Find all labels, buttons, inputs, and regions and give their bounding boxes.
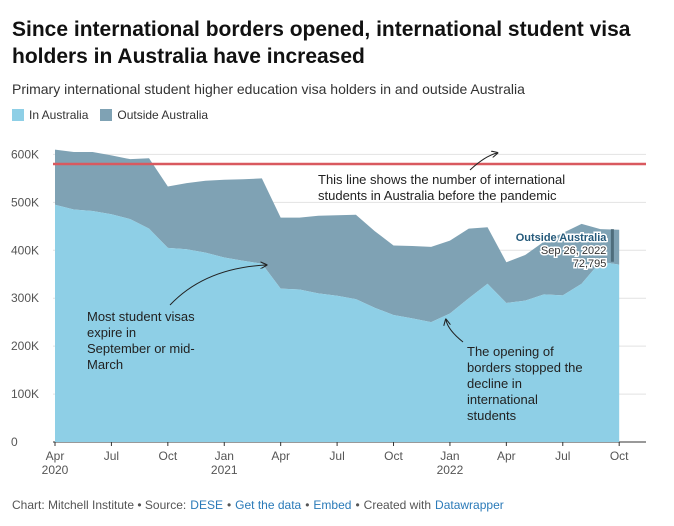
y-tick-label: 500K	[11, 195, 39, 209]
footer: Chart: Mitchell Institute • Source: DESE…	[12, 498, 504, 512]
legend-swatch-outside-australia	[100, 109, 113, 121]
x-tick-label: Apr	[497, 449, 516, 463]
annotation-text: decline in	[467, 376, 522, 391]
chart-subtitle: Primary international student higher edu…	[12, 81, 525, 97]
x-tick-label: Jul	[555, 449, 570, 463]
footer-credit: Chart: Mitchell Institute • Source:	[12, 498, 187, 512]
annotation-text: Most student visas	[87, 309, 195, 324]
x-tick-label: Jul	[104, 449, 119, 463]
annotation-text: students in Australia before the pandemi…	[318, 188, 557, 203]
x-tick-label: Jul	[329, 449, 344, 463]
legend-swatch-in-australia	[12, 109, 24, 121]
y-tick-label: 100K	[11, 387, 39, 401]
legend-item-in-australia: In Australia	[12, 108, 88, 122]
annotation-text: international	[467, 392, 538, 407]
y-tick-label: 600K	[11, 147, 39, 161]
annotation-text: September or mid-	[87, 341, 195, 356]
x-tick-year-label: 2020	[42, 463, 69, 477]
get-data-link[interactable]: Get the data	[235, 498, 302, 512]
annotation-text: This line shows the number of internatio…	[318, 172, 565, 187]
tooltip-series: Outside Australia	[516, 232, 608, 244]
tooltip-date: Sep 26, 2022	[541, 245, 606, 257]
annotation-arrow	[169, 265, 266, 306]
y-tick-label: 400K	[11, 243, 39, 257]
embed-link[interactable]: Embed	[313, 498, 352, 512]
annotation-text: expire in	[87, 325, 136, 340]
source-link[interactable]: DESE	[190, 498, 223, 512]
annotation-arrow	[446, 320, 464, 343]
y-tick-label: 0	[11, 435, 18, 449]
y-tick-label: 200K	[11, 339, 39, 353]
footer-separator: •	[305, 498, 310, 512]
footer-separator: •	[226, 498, 232, 512]
legend-item-outside-australia: Outside Australia	[100, 108, 208, 122]
annotation-text: The opening of	[467, 344, 554, 359]
x-tick-year-label: 2021	[211, 463, 238, 477]
annotation-text: students	[467, 408, 517, 423]
footer-separator: •	[355, 498, 360, 512]
x-tick-label: Oct	[384, 449, 403, 463]
series-area-outside-australia	[55, 149, 620, 323]
legend-label-outside-australia: Outside Australia	[117, 108, 209, 122]
x-tick-label: Apr	[46, 449, 65, 463]
datawrapper-link[interactable]: Datawrapper	[435, 498, 504, 512]
annotation-arrow	[469, 153, 497, 171]
x-tick-year-label: 2022	[437, 463, 464, 477]
x-tick-label: Apr	[271, 449, 290, 463]
y-tick-label: 300K	[11, 291, 39, 305]
x-tick-label: Jan	[215, 449, 234, 463]
annotation-text: borders stopped the	[467, 360, 583, 375]
series-area-in-australia	[55, 204, 620, 442]
tooltip-value: 72,795	[573, 258, 607, 270]
x-tick-label: Oct	[610, 449, 629, 463]
legend: In Australia Outside Australia	[12, 108, 208, 122]
footer-created-with: Created with	[363, 498, 432, 512]
x-tick-label: Jan	[440, 449, 459, 463]
x-tick-label: Oct	[159, 449, 178, 463]
legend-label-in-australia: In Australia	[29, 108, 89, 122]
chart-title: Since international borders opened, inte…	[12, 18, 631, 68]
annotation-text: March	[87, 357, 123, 372]
